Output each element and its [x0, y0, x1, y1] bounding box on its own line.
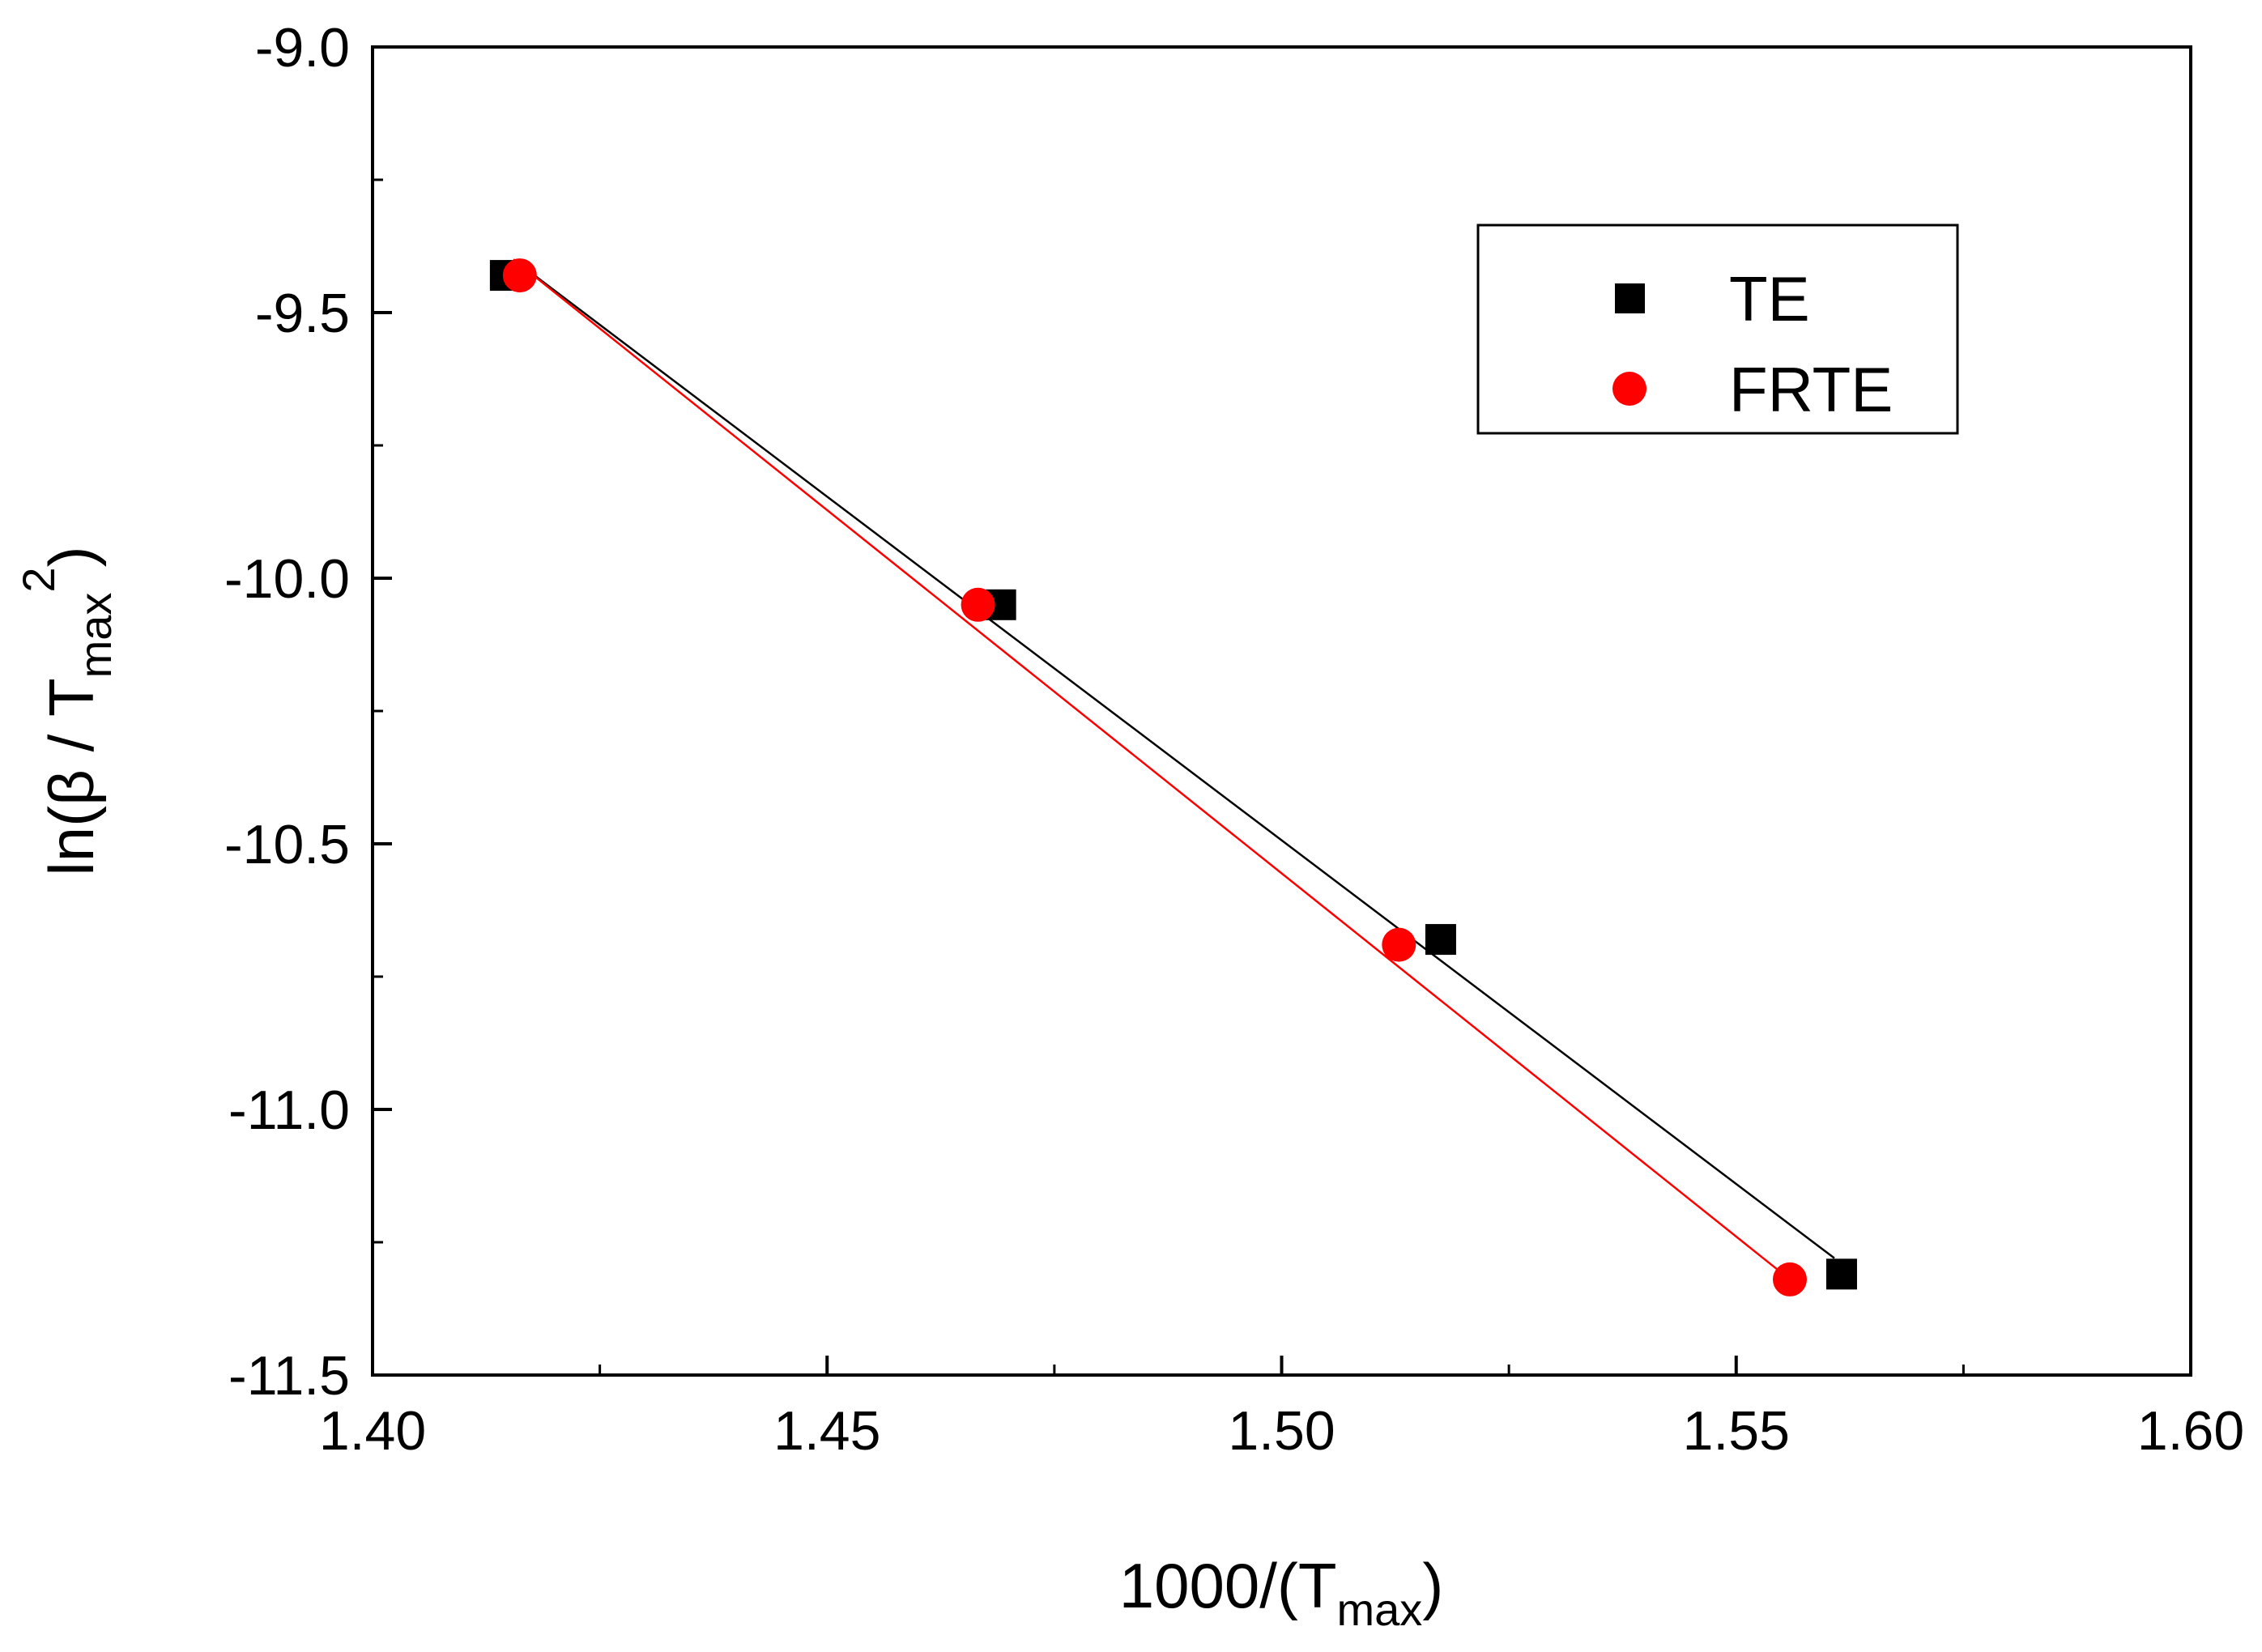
- data-points: [489, 258, 1857, 1296]
- legend: TE FRTE: [1476, 224, 1959, 435]
- legend-marker-frte: [1612, 372, 1646, 406]
- data-point-frte: [1772, 1262, 1807, 1296]
- x-tick-label: 1.60: [2137, 1400, 2244, 1462]
- y-axis-title: ln(β / Tmax2): [13, 546, 121, 875]
- legend-label-frte: FRTE: [1729, 354, 1893, 425]
- x-tick-label: 1.45: [773, 1400, 880, 1462]
- legend-box: [1476, 224, 1959, 435]
- axis-ticks: [371, 45, 2192, 1377]
- y-tick-label: -10.5: [224, 814, 350, 875]
- legend-marker-te: [1615, 283, 1645, 313]
- x-tick-label: 1.55: [1683, 1400, 1790, 1462]
- y-tick-label: -11.5: [228, 1345, 350, 1407]
- data-point-frte: [961, 587, 995, 622]
- axis-tick-labels: 1.40 1.45 1.50 1.55 1.60 -11.5 -11.0 -10.5 -10.0…: [224, 17, 2244, 1462]
- fit-line-frte: [513, 258, 1791, 1280]
- x-tick-label: 1.40: [319, 1400, 426, 1462]
- fit-line-te: [513, 258, 1835, 1259]
- data-point-frte: [1382, 927, 1416, 962]
- data-point-te: [1825, 1258, 1857, 1290]
- y-tick-label: -9.5: [255, 283, 350, 344]
- legend-label-te: TE: [1729, 263, 1810, 334]
- data-point-te: [1425, 924, 1456, 956]
- x-axis-title: 1000/(Tmax): [1119, 1550, 1444, 1635]
- y-tick-label: -10.0: [224, 548, 350, 610]
- y-tick-label: -9.0: [255, 17, 350, 79]
- x-tick-label: 1.50: [1228, 1400, 1335, 1462]
- fit-lines: [513, 258, 1835, 1280]
- data-point-frte: [502, 258, 537, 293]
- y-tick-label: -11.0: [228, 1079, 350, 1141]
